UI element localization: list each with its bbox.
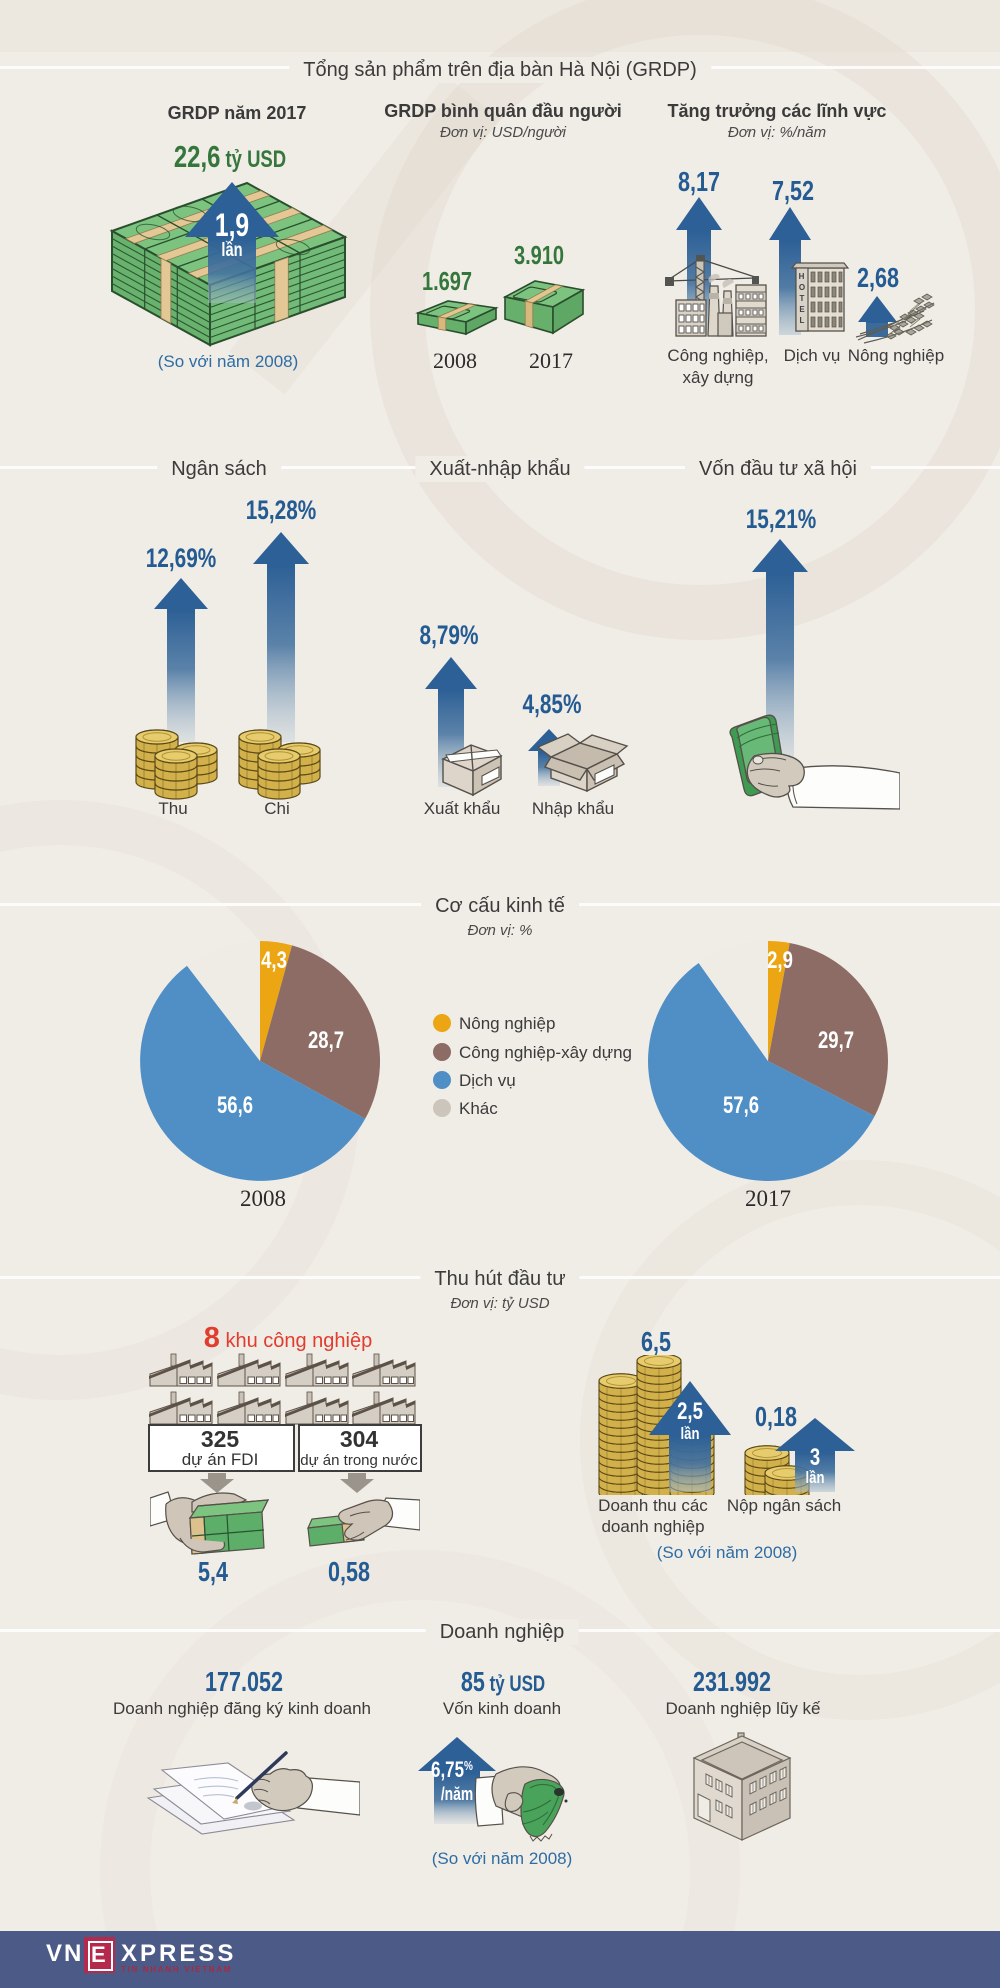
svg-text:O: O bbox=[799, 283, 805, 292]
svg-text:H: H bbox=[799, 272, 806, 281]
svg-text:T: T bbox=[800, 294, 805, 303]
svg-text:E: E bbox=[799, 305, 805, 314]
svg-text:L: L bbox=[800, 316, 805, 325]
